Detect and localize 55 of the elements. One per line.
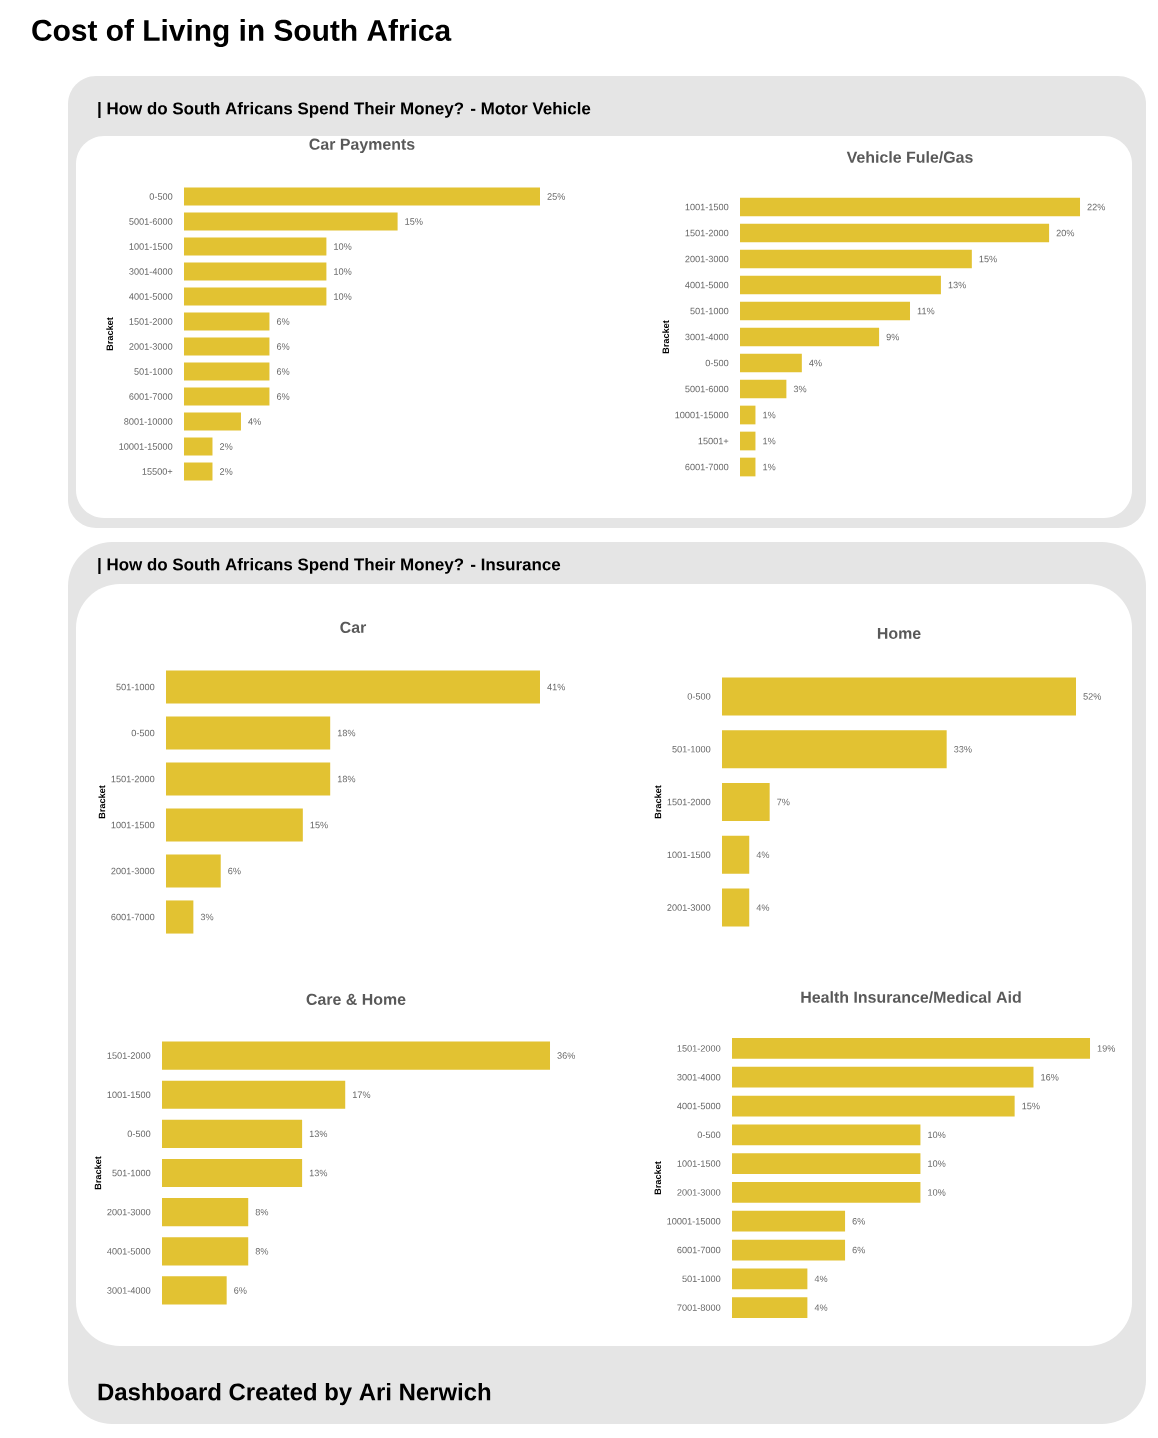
bar (740, 249, 972, 269)
bar (732, 1268, 808, 1290)
bar (162, 1158, 303, 1188)
bar (162, 1041, 551, 1070)
bar (732, 1210, 846, 1232)
bar (184, 462, 213, 481)
bar (166, 670, 540, 704)
bar (166, 762, 331, 796)
bar (184, 362, 270, 381)
bar (732, 1124, 921, 1146)
bar (184, 312, 270, 331)
bar (740, 405, 756, 425)
bar (162, 1080, 346, 1109)
bar (184, 387, 270, 406)
bar (740, 327, 880, 347)
bar (740, 457, 756, 477)
bar (740, 431, 756, 451)
bar (184, 212, 398, 231)
bar (732, 1297, 808, 1318)
bar (732, 1066, 1034, 1088)
bar (740, 353, 802, 373)
bar (184, 287, 327, 306)
bar (162, 1237, 249, 1266)
bar (184, 437, 213, 456)
text: | How do South Africans Spend Their Money? - Insurance (98, 557, 561, 575)
bar (166, 900, 194, 934)
text: | How do South Africans Spend Their Money? - Motor Vehicle (98, 101, 591, 119)
bar (740, 223, 1050, 243)
bar (166, 808, 303, 842)
bar (166, 854, 221, 888)
bar (162, 1276, 227, 1305)
bar (732, 1095, 1015, 1117)
bar (732, 1239, 846, 1261)
text: Dashboard Created by Ari Nerwich (98, 1382, 491, 1406)
bar (722, 888, 750, 927)
bar (184, 262, 327, 281)
bar (732, 1182, 921, 1203)
bar (166, 716, 331, 750)
bar (740, 301, 911, 321)
bar (184, 412, 241, 431)
bar (732, 1153, 921, 1174)
bar (740, 197, 1081, 217)
bar (722, 835, 750, 874)
bar (740, 379, 787, 399)
bar (722, 730, 947, 769)
bar (740, 275, 941, 295)
bar (184, 337, 270, 356)
bar (732, 1038, 1091, 1059)
bar (162, 1198, 249, 1227)
bar (184, 187, 540, 206)
bar (162, 1119, 303, 1148)
bar (722, 783, 770, 822)
bar (722, 677, 1077, 716)
text: Cost of Living in South Africa (32, 19, 452, 48)
bar (184, 237, 327, 256)
